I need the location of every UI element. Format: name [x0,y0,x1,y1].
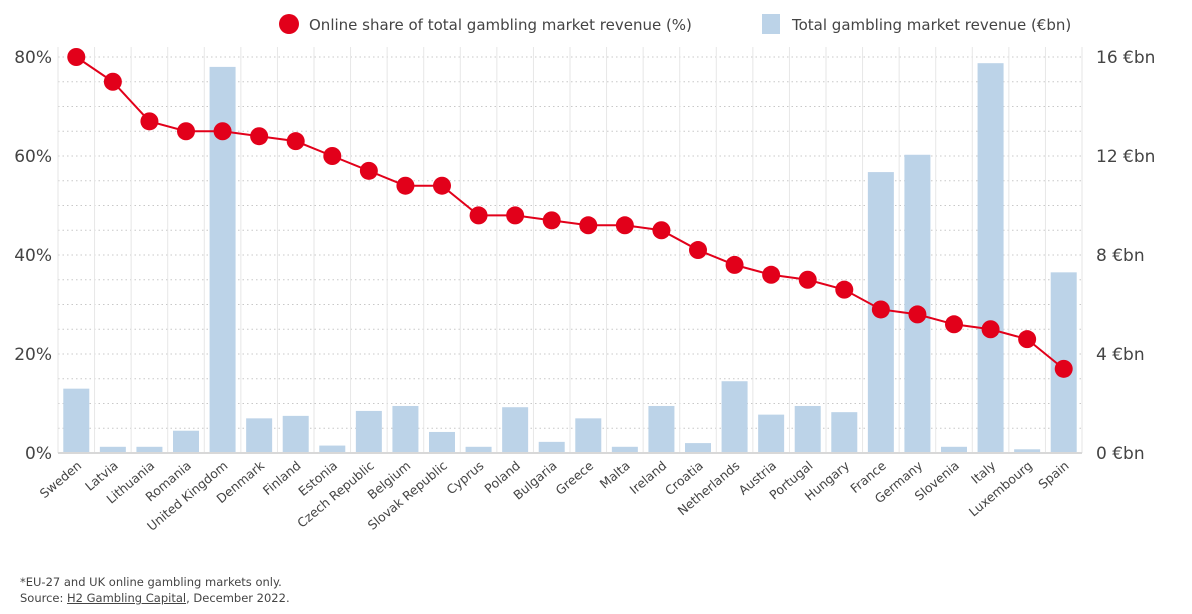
source-line: Source: H2 Gambling Capital, December 20… [20,591,290,605]
right-tick-label: 0 €bn [1096,444,1145,464]
bar-slovenia [941,446,967,453]
bar-belgium [392,405,419,453]
category-label: Ireland [627,458,670,497]
bar-hungary [831,412,858,453]
legend-label-online-share: Online share of total gambling market re… [309,16,692,34]
bar-estonia [319,445,346,453]
source-prefix: Source: [20,591,68,605]
left-tick-label: 0% [25,444,52,464]
point-slovenia [945,315,963,334]
bar-latvia [99,446,126,453]
point-spain [1054,359,1073,378]
bar-germany [904,154,931,453]
left-tick-label: 60% [14,147,52,167]
point-united-kingdom [213,122,232,141]
point-austria [762,265,781,284]
point-estonia [323,147,342,165]
bar-czech-republic [355,410,382,453]
bar-finland [282,415,309,453]
point-belgium [396,176,415,195]
right-tick-label: 4 €bn [1096,345,1145,365]
line-series [75,56,1065,370]
bar-slovak-republic [429,431,455,453]
point-italy [981,320,1000,339]
bar-cyprus [465,446,492,453]
point-cyprus [469,206,488,225]
right-tick-label: 12 €bn [1096,147,1155,167]
point-finland [286,132,305,151]
bar-greece [575,418,602,453]
point-greece [579,216,598,235]
point-france [871,300,890,319]
bar-croatia [685,443,711,453]
bar-sweden [63,388,90,453]
point-hungary [835,280,854,299]
right-tick-label: 8 €bn [1096,246,1145,266]
bar-portugal [794,405,821,453]
point-portugal [798,270,817,289]
point-luxembourg [1018,330,1037,349]
left-tick-label: 20% [14,345,52,365]
point-malta [615,216,634,235]
category-label: Cyprus [443,458,486,498]
point-croatia [689,241,707,260]
point-ireland [652,221,671,240]
point-netherlands [725,255,744,274]
legend-marker-online-share [279,14,299,34]
point-latvia [103,72,122,91]
bar-ireland [648,405,675,453]
bar-lithuania [136,446,163,453]
point-bulgaria [542,211,561,230]
bar-bulgaria [538,441,565,453]
bar-luxembourg [1014,449,1041,453]
point-lithuania [140,112,159,131]
footnote: *EU-27 and UK online gambling markets on… [20,575,282,589]
point-czech-republic [359,161,378,180]
left-tick-label: 40% [14,246,52,266]
bar-romania [173,430,199,453]
category-label: Sweden [37,458,84,501]
bar-poland [502,407,529,453]
bar-italy [977,63,1004,453]
bar-austria [758,414,785,453]
category-label: Italy [968,457,999,486]
legend-marker-total-revenue [762,14,780,34]
point-denmark [250,127,269,146]
category-label: Spain [1035,458,1071,492]
category-label: Luxembourg [966,458,1035,520]
point-poland [506,206,525,225]
source-link[interactable]: H2 Gambling Capital [67,591,187,605]
category-label: Greece [552,458,596,498]
source-suffix: , December 2022. [186,591,290,605]
bar-netherlands [721,381,748,453]
point-sweden [67,48,86,66]
bar-denmark [246,418,273,453]
point-romania [177,122,195,141]
point-germany [908,305,927,324]
right-tick-label: 16 €bn [1096,48,1155,68]
legend-label-total-revenue: Total gambling market revenue (€bn) [791,16,1071,34]
bar-malta [611,446,638,453]
left-tick-label: 80% [14,48,52,68]
category-label: Finland [260,458,304,498]
point-slovak-republic [433,176,451,195]
